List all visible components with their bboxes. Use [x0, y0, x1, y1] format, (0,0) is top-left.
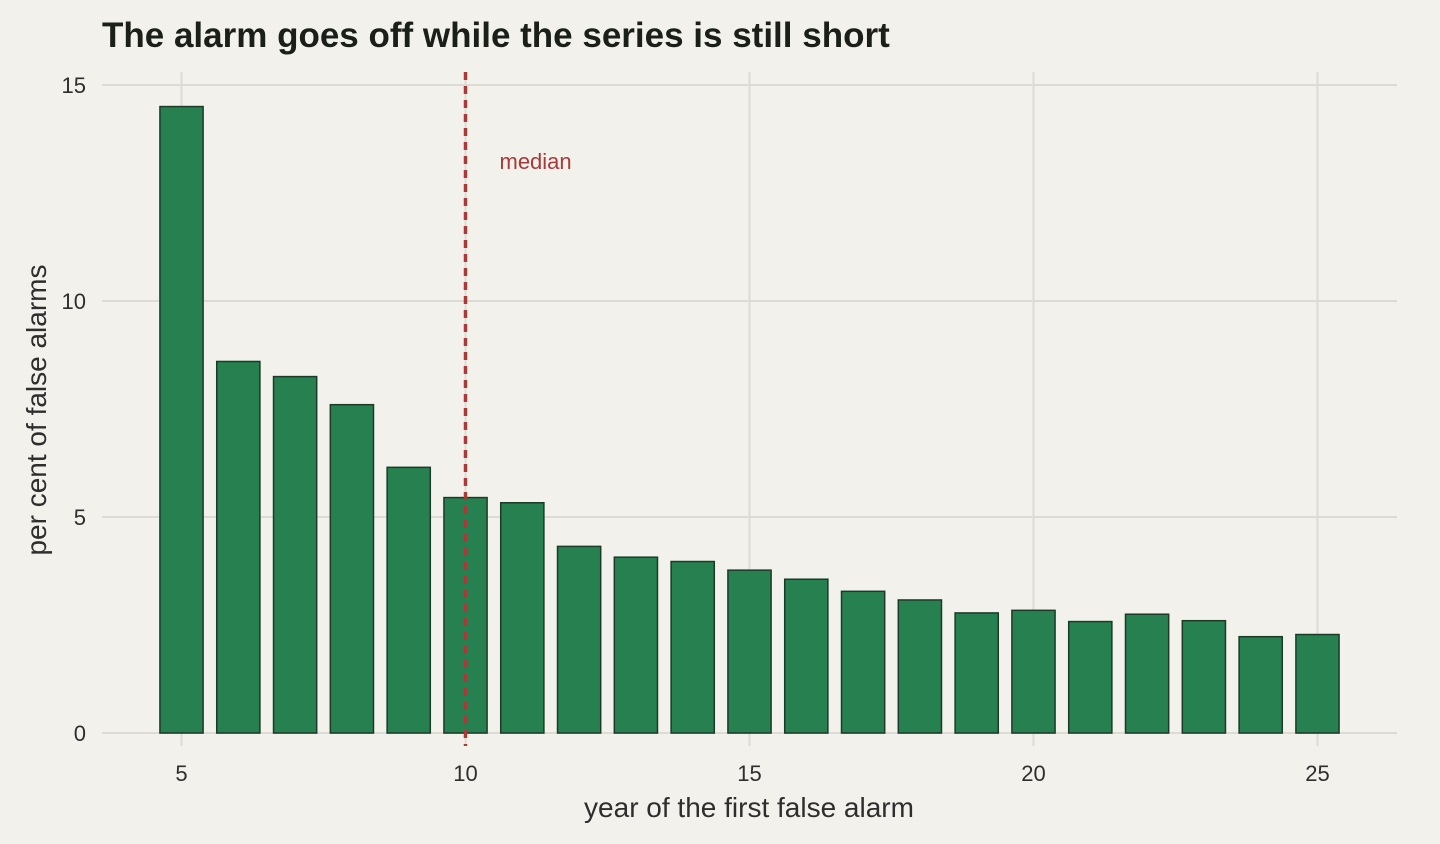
bar-year-21 [1067, 620, 1113, 734]
bar-year-15 [727, 569, 772, 734]
x-tick-label: 20 [1021, 761, 1045, 786]
bar-year-8 [329, 403, 375, 734]
bar-year-22 [1124, 613, 1170, 734]
bar-year-25 [1295, 633, 1340, 734]
y-axis-label: per cent of false alarms [21, 264, 52, 555]
bar-year-23 [1181, 619, 1227, 734]
axis-ticks: 0 5 10 15 5 10 15 20 25 [62, 73, 1330, 786]
x-tick-label: 15 [737, 761, 761, 786]
y-tick-label: 0 [74, 721, 86, 746]
x-tick-label: 25 [1305, 761, 1329, 786]
bar-year-11 [499, 502, 545, 734]
bar-year-6 [215, 360, 261, 734]
median-reference: median [463, 72, 572, 746]
bar-year-7 [272, 375, 318, 734]
bar-year-14 [670, 560, 716, 734]
y-tick-label: 10 [62, 289, 86, 314]
bar-year-16 [783, 578, 829, 734]
x-tick-label: 10 [453, 761, 477, 786]
bar-year-18 [897, 599, 943, 734]
bar-year-12 [556, 545, 602, 734]
bar-year-19 [954, 612, 1000, 734]
bar-year-20 [1011, 609, 1056, 734]
bar-year-17 [840, 590, 886, 734]
bar-year-10 [443, 496, 488, 734]
bar-year-24 [1238, 635, 1284, 734]
bars [159, 105, 1340, 734]
x-tick-label: 5 [175, 761, 187, 786]
bar-year-9 [386, 466, 432, 734]
y-tick-label: 15 [62, 73, 86, 98]
bar-year-13 [613, 556, 659, 734]
x-axis-label: year of the first false alarm [584, 792, 914, 823]
median-label: median [500, 149, 572, 174]
y-tick-label: 5 [74, 505, 86, 530]
chart-title: The alarm goes off while the series is s… [102, 16, 890, 55]
bar-year-5 [159, 105, 204, 734]
